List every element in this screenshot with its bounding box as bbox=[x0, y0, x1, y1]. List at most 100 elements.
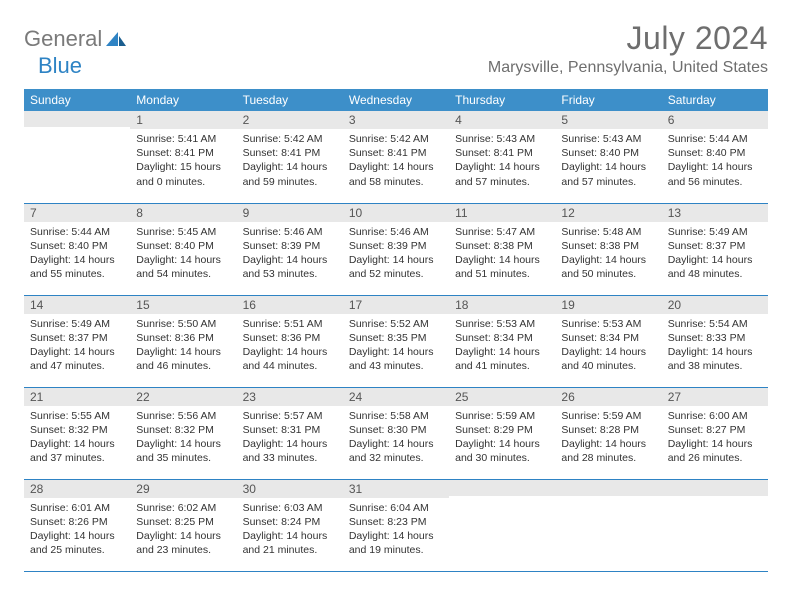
sunrise-text: Sunrise: 5:42 AM bbox=[349, 132, 443, 146]
sunrise-text: Sunrise: 5:46 AM bbox=[243, 225, 337, 239]
sunrise-text: Sunrise: 5:57 AM bbox=[243, 409, 337, 423]
week-row: 28Sunrise: 6:01 AMSunset: 8:26 PMDayligh… bbox=[24, 479, 768, 571]
day-cell: 1Sunrise: 5:41 AMSunset: 8:41 PMDaylight… bbox=[130, 111, 236, 203]
sunset-text: Sunset: 8:41 PM bbox=[243, 146, 337, 160]
day-number: 4 bbox=[449, 111, 555, 129]
day-cell: 25Sunrise: 5:59 AMSunset: 8:29 PMDayligh… bbox=[449, 387, 555, 479]
day-number: 2 bbox=[237, 111, 343, 129]
sunset-text: Sunset: 8:41 PM bbox=[455, 146, 549, 160]
day-content: Sunrise: 6:03 AMSunset: 8:24 PMDaylight:… bbox=[237, 498, 343, 562]
daylight-text: Daylight: 14 hours and 38 minutes. bbox=[668, 345, 762, 373]
daylight-text: Daylight: 14 hours and 28 minutes. bbox=[561, 437, 655, 465]
daylight-text: Daylight: 14 hours and 25 minutes. bbox=[30, 529, 124, 557]
day-number: 30 bbox=[237, 480, 343, 498]
day-content: Sunrise: 5:41 AMSunset: 8:41 PMDaylight:… bbox=[130, 129, 236, 193]
day-cell: 17Sunrise: 5:52 AMSunset: 8:35 PMDayligh… bbox=[343, 295, 449, 387]
day-content: Sunrise: 5:50 AMSunset: 8:36 PMDaylight:… bbox=[130, 314, 236, 378]
weekday-header: Saturday bbox=[662, 89, 768, 111]
sunset-text: Sunset: 8:29 PM bbox=[455, 423, 549, 437]
week-row: 21Sunrise: 5:55 AMSunset: 8:32 PMDayligh… bbox=[24, 387, 768, 479]
day-content: Sunrise: 5:44 AMSunset: 8:40 PMDaylight:… bbox=[24, 222, 130, 286]
daylight-text: Daylight: 14 hours and 26 minutes. bbox=[668, 437, 762, 465]
day-content: Sunrise: 5:52 AMSunset: 8:35 PMDaylight:… bbox=[343, 314, 449, 378]
calendar-table: SundayMondayTuesdayWednesdayThursdayFrid… bbox=[24, 89, 768, 572]
daylight-text: Daylight: 14 hours and 40 minutes. bbox=[561, 345, 655, 373]
day-content: Sunrise: 5:49 AMSunset: 8:37 PMDaylight:… bbox=[662, 222, 768, 286]
day-cell: 13Sunrise: 5:49 AMSunset: 8:37 PMDayligh… bbox=[662, 203, 768, 295]
day-number: 13 bbox=[662, 204, 768, 222]
day-number: 31 bbox=[343, 480, 449, 498]
day-number: 22 bbox=[130, 388, 236, 406]
day-number: 26 bbox=[555, 388, 661, 406]
day-content: Sunrise: 5:56 AMSunset: 8:32 PMDaylight:… bbox=[130, 406, 236, 470]
weekday-header: Friday bbox=[555, 89, 661, 111]
day-cell: 14Sunrise: 5:49 AMSunset: 8:37 PMDayligh… bbox=[24, 295, 130, 387]
sunrise-text: Sunrise: 5:43 AM bbox=[561, 132, 655, 146]
day-cell: 12Sunrise: 5:48 AMSunset: 8:38 PMDayligh… bbox=[555, 203, 661, 295]
day-cell: 23Sunrise: 5:57 AMSunset: 8:31 PMDayligh… bbox=[237, 387, 343, 479]
day-content bbox=[555, 496, 661, 503]
daylight-text: Daylight: 14 hours and 37 minutes. bbox=[30, 437, 124, 465]
sunrise-text: Sunrise: 5:45 AM bbox=[136, 225, 230, 239]
sunset-text: Sunset: 8:40 PM bbox=[561, 146, 655, 160]
day-number: 21 bbox=[24, 388, 130, 406]
day-number: 5 bbox=[555, 111, 661, 129]
sunset-text: Sunset: 8:34 PM bbox=[455, 331, 549, 345]
day-number: 15 bbox=[130, 296, 236, 314]
day-number: 7 bbox=[24, 204, 130, 222]
week-row: 14Sunrise: 5:49 AMSunset: 8:37 PMDayligh… bbox=[24, 295, 768, 387]
empty-day-cell bbox=[662, 479, 768, 571]
month-title: July 2024 bbox=[488, 20, 768, 57]
day-content: Sunrise: 6:00 AMSunset: 8:27 PMDaylight:… bbox=[662, 406, 768, 470]
logo: General bbox=[24, 26, 130, 52]
day-content: Sunrise: 5:59 AMSunset: 8:28 PMDaylight:… bbox=[555, 406, 661, 470]
sunrise-text: Sunrise: 5:44 AM bbox=[30, 225, 124, 239]
day-content: Sunrise: 5:54 AMSunset: 8:33 PMDaylight:… bbox=[662, 314, 768, 378]
day-cell: 26Sunrise: 5:59 AMSunset: 8:28 PMDayligh… bbox=[555, 387, 661, 479]
day-cell: 15Sunrise: 5:50 AMSunset: 8:36 PMDayligh… bbox=[130, 295, 236, 387]
sunset-text: Sunset: 8:30 PM bbox=[349, 423, 443, 437]
sunset-text: Sunset: 8:38 PM bbox=[455, 239, 549, 253]
day-content: Sunrise: 5:57 AMSunset: 8:31 PMDaylight:… bbox=[237, 406, 343, 470]
daylight-text: Daylight: 14 hours and 50 minutes. bbox=[561, 253, 655, 281]
day-content: Sunrise: 5:42 AMSunset: 8:41 PMDaylight:… bbox=[237, 129, 343, 193]
day-number: 6 bbox=[662, 111, 768, 129]
sunset-text: Sunset: 8:35 PM bbox=[349, 331, 443, 345]
logo-sail-icon bbox=[104, 30, 128, 48]
daylight-text: Daylight: 15 hours and 0 minutes. bbox=[136, 160, 230, 188]
title-block: July 2024 Marysville, Pennsylvania, Unit… bbox=[488, 20, 768, 77]
day-content: Sunrise: 5:53 AMSunset: 8:34 PMDaylight:… bbox=[555, 314, 661, 378]
day-cell: 4Sunrise: 5:43 AMSunset: 8:41 PMDaylight… bbox=[449, 111, 555, 203]
day-cell: 24Sunrise: 5:58 AMSunset: 8:30 PMDayligh… bbox=[343, 387, 449, 479]
day-cell: 29Sunrise: 6:02 AMSunset: 8:25 PMDayligh… bbox=[130, 479, 236, 571]
sunset-text: Sunset: 8:32 PM bbox=[136, 423, 230, 437]
day-number: 16 bbox=[237, 296, 343, 314]
day-cell: 27Sunrise: 6:00 AMSunset: 8:27 PMDayligh… bbox=[662, 387, 768, 479]
weekday-header-row: SundayMondayTuesdayWednesdayThursdayFrid… bbox=[24, 89, 768, 111]
sunrise-text: Sunrise: 5:49 AM bbox=[30, 317, 124, 331]
day-number: 8 bbox=[130, 204, 236, 222]
day-content: Sunrise: 5:45 AMSunset: 8:40 PMDaylight:… bbox=[130, 222, 236, 286]
day-content: Sunrise: 5:42 AMSunset: 8:41 PMDaylight:… bbox=[343, 129, 449, 193]
day-cell: 21Sunrise: 5:55 AMSunset: 8:32 PMDayligh… bbox=[24, 387, 130, 479]
day-number: 14 bbox=[24, 296, 130, 314]
daylight-text: Daylight: 14 hours and 58 minutes. bbox=[349, 160, 443, 188]
sunrise-text: Sunrise: 5:42 AM bbox=[243, 132, 337, 146]
day-number: 27 bbox=[662, 388, 768, 406]
sunrise-text: Sunrise: 5:58 AM bbox=[349, 409, 443, 423]
day-content: Sunrise: 5:44 AMSunset: 8:40 PMDaylight:… bbox=[662, 129, 768, 193]
day-number: 1 bbox=[130, 111, 236, 129]
sunset-text: Sunset: 8:23 PM bbox=[349, 515, 443, 529]
daylight-text: Daylight: 14 hours and 43 minutes. bbox=[349, 345, 443, 373]
day-cell: 22Sunrise: 5:56 AMSunset: 8:32 PMDayligh… bbox=[130, 387, 236, 479]
day-content: Sunrise: 5:55 AMSunset: 8:32 PMDaylight:… bbox=[24, 406, 130, 470]
sunset-text: Sunset: 8:39 PM bbox=[349, 239, 443, 253]
sunset-text: Sunset: 8:40 PM bbox=[30, 239, 124, 253]
day-content: Sunrise: 5:47 AMSunset: 8:38 PMDaylight:… bbox=[449, 222, 555, 286]
sunrise-text: Sunrise: 6:01 AM bbox=[30, 501, 124, 515]
daylight-text: Daylight: 14 hours and 46 minutes. bbox=[136, 345, 230, 373]
sunrise-text: Sunrise: 5:48 AM bbox=[561, 225, 655, 239]
logo-text-general: General bbox=[24, 26, 102, 52]
daylight-text: Daylight: 14 hours and 30 minutes. bbox=[455, 437, 549, 465]
sunrise-text: Sunrise: 5:55 AM bbox=[30, 409, 124, 423]
